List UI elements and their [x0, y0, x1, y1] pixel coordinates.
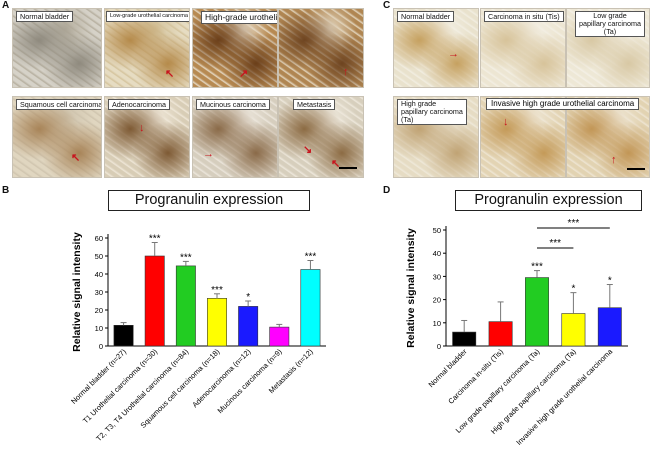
micrograph-c-invasive-high-grade-2: ↑	[566, 96, 650, 178]
category-label: Adenocarcinoma (n=12)	[190, 347, 252, 409]
tissue-image	[105, 9, 189, 87]
red-arrow: ↓	[139, 122, 145, 134]
y-axis-label: Relative signal intensity	[71, 232, 83, 352]
significance-label: ***	[305, 252, 317, 263]
micrograph-label: Squamous cell carcinoma	[16, 99, 101, 110]
tissue-image	[279, 9, 363, 87]
significance-label: ***	[531, 262, 543, 273]
y-tick-label: 10	[95, 324, 103, 333]
red-arrow: ↑	[611, 154, 617, 166]
panel-c-letter: C	[383, 0, 391, 11]
red-arrow: ↘	[303, 144, 313, 156]
significance-label: *	[246, 292, 250, 303]
y-tick-label: 60	[95, 234, 103, 243]
bar	[207, 298, 227, 347]
y-tick-label: 50	[95, 252, 103, 261]
red-arrow: ↓	[503, 116, 509, 128]
red-arrow: ↖	[331, 158, 341, 170]
micrograph-c-carcinoma-in-situ: Carcinoma in situ (Tis)	[480, 8, 566, 88]
red-arrow: →	[203, 148, 214, 160]
tissue-image	[481, 97, 565, 177]
red-arrow: ↑	[343, 66, 349, 78]
bracket-label: ***	[549, 238, 561, 249]
y-tick-label: 40	[433, 249, 441, 258]
chart-d-title: Progranulin expression	[455, 190, 642, 211]
scale-bar	[627, 168, 645, 170]
tissue-image	[567, 97, 649, 177]
red-arrow: ↖	[165, 68, 175, 80]
red-arrow: →	[448, 48, 459, 60]
bar	[597, 307, 622, 347]
micrograph-label: Carcinoma in situ (Tis)	[484, 11, 564, 22]
bar	[452, 331, 477, 347]
significance-label: ***	[149, 234, 161, 245]
panel-b-letter: B	[2, 185, 10, 196]
panel-d-letter: D	[383, 185, 391, 196]
micrograph-label: Low grade papillary carcinoma (Ta)	[575, 11, 645, 37]
micrograph-label: High grade papillary carcinoma (Ta)	[397, 99, 467, 125]
y-axis-label: Relative signal intensity	[405, 228, 417, 348]
panel-a-letter: A	[2, 0, 10, 11]
micrograph-c-normal-bladder: Normal bladder →	[393, 8, 479, 88]
tissue-image	[481, 9, 565, 87]
chart-b: 0 10 20 30 40 50 60 Relative signal intensityNo…	[69, 232, 326, 443]
y-tick-label: 40	[95, 270, 103, 279]
tissue-image	[279, 97, 363, 177]
y-tick-label: 0	[99, 342, 103, 351]
tissue-image	[13, 97, 101, 177]
micrograph-mucinous: Mucinous carcinoma →	[192, 96, 278, 178]
y-tick-label: 10	[433, 319, 441, 328]
micrograph-c-low-grade-papillary: Low grade papillary carcinoma (Ta)	[566, 8, 650, 88]
micrograph-squamous-cell: Squamous cell carcinoma ↖	[12, 96, 102, 178]
micrograph-c-high-grade-papillary: High grade papillary carcinoma (Ta)	[393, 96, 479, 178]
scale-bar	[339, 167, 357, 169]
micrograph-low-grade-urothelial: Low-grade urothelial carcinoma ↖	[104, 8, 190, 88]
micrograph-label-invasive: Invasive high grade urothelial carcinoma	[486, 98, 640, 110]
bar	[113, 325, 134, 347]
bar	[525, 277, 549, 347]
y-tick-label: 20	[95, 306, 103, 315]
micrograph-label: Normal bladder	[16, 11, 74, 22]
y-tick-label: 20	[433, 296, 441, 305]
micrograph-label: Mucinous carcinoma	[196, 99, 270, 110]
tissue-image	[193, 97, 277, 177]
bar	[238, 306, 259, 347]
category-label: Normal bladder (n=27)	[69, 347, 128, 406]
micrograph-normal-bladder: Normal bladder	[12, 8, 102, 88]
red-arrow: ↖	[71, 152, 81, 164]
tissue-image	[13, 9, 101, 87]
bar	[144, 255, 165, 347]
micrograph-adenocarcinoma: Adenocarcinoma ↓	[104, 96, 190, 178]
micrograph-label: Low-grade urothelial carcinoma	[106, 11, 189, 22]
significance-label: ***	[180, 252, 192, 263]
micrograph-label: Adenocarcinoma	[108, 99, 170, 110]
bracket-label: ***	[568, 218, 580, 229]
significance-label: *	[571, 284, 575, 295]
y-tick-label: 30	[95, 288, 103, 297]
micrograph-c-invasive-high-grade-1: ↓	[480, 96, 566, 178]
bar	[175, 265, 196, 347]
tissue-image	[105, 97, 189, 177]
chart-b-title: Progranulin expression	[108, 190, 310, 211]
y-tick-label: 0	[437, 342, 441, 351]
tissue-image	[394, 9, 478, 87]
micrograph-high-grade-urothelial-1: High-grade urothelial carcinoma ↗	[192, 8, 278, 88]
micrograph-high-grade-urothelial-2: ↑	[278, 8, 364, 88]
bar	[269, 326, 290, 347]
significance-label: ***	[211, 285, 223, 296]
significance-label: *	[608, 276, 612, 287]
bar	[488, 321, 513, 347]
red-arrow: ↗	[239, 68, 249, 80]
y-tick-label: 30	[433, 272, 441, 281]
micrograph-label: High-grade urothelial carcinoma	[201, 11, 277, 24]
bar	[300, 269, 321, 347]
micrograph-label: Metastasis	[293, 99, 336, 110]
bar	[561, 313, 586, 347]
micrograph-metastasis: Metastasis ↘ ↖	[278, 96, 364, 178]
y-tick-label: 50	[433, 226, 441, 235]
micrograph-label: Normal bladder	[397, 11, 455, 22]
